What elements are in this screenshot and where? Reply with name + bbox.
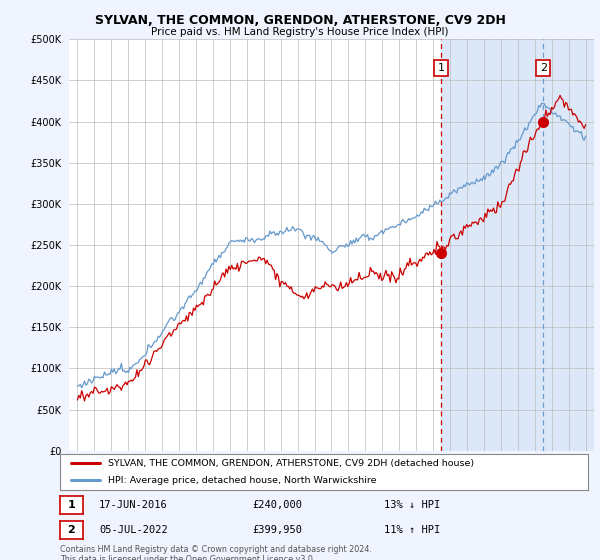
Text: 1: 1 (68, 500, 75, 510)
Text: 2: 2 (68, 525, 75, 535)
Text: 05-JUL-2022: 05-JUL-2022 (99, 525, 168, 535)
Text: £240,000: £240,000 (252, 500, 302, 510)
Text: Price paid vs. HM Land Registry's House Price Index (HPI): Price paid vs. HM Land Registry's House … (151, 27, 449, 37)
Text: 17-JUN-2016: 17-JUN-2016 (99, 500, 168, 510)
Text: Contains HM Land Registry data © Crown copyright and database right 2024.
This d: Contains HM Land Registry data © Crown c… (60, 545, 372, 560)
Text: 11% ↑ HPI: 11% ↑ HPI (384, 525, 440, 535)
Bar (441, 39, 594, 451)
Text: SYLVAN, THE COMMON, GRENDON, ATHERSTONE, CV9 2DH: SYLVAN, THE COMMON, GRENDON, ATHERSTONE,… (95, 14, 505, 27)
Text: 1: 1 (437, 63, 445, 73)
Text: 13% ↓ HPI: 13% ↓ HPI (384, 500, 440, 510)
Text: £399,950: £399,950 (252, 525, 302, 535)
Text: 2: 2 (540, 63, 547, 73)
Text: HPI: Average price, detached house, North Warwickshire: HPI: Average price, detached house, Nort… (107, 475, 376, 484)
Text: SYLVAN, THE COMMON, GRENDON, ATHERSTONE, CV9 2DH (detached house): SYLVAN, THE COMMON, GRENDON, ATHERSTONE,… (107, 459, 473, 468)
